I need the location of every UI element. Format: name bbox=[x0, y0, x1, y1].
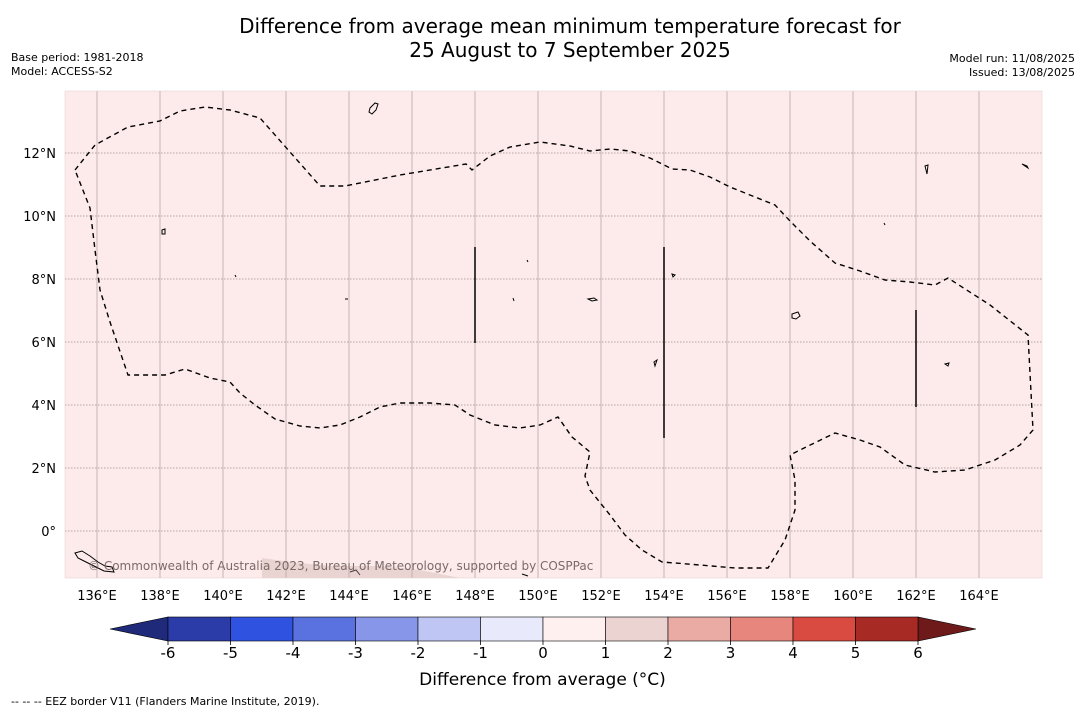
lat-tick-label: 2°N bbox=[32, 462, 57, 477]
lat-tick-label: 4°N bbox=[32, 399, 57, 414]
marshall-atoll-2 bbox=[1021, 163, 1030, 170]
colorbar-tick-label: 1 bbox=[601, 644, 611, 662]
colorbar-segment bbox=[605, 616, 669, 642]
islet-g bbox=[349, 569, 361, 576]
map-background bbox=[65, 91, 1042, 578]
lon-tick-label: 142°E bbox=[266, 589, 306, 604]
colorbar-tick-label: -6 bbox=[161, 644, 176, 662]
pohnpei-island bbox=[791, 311, 801, 320]
islet-a bbox=[234, 274, 237, 278]
lon-tick-label: 148°E bbox=[455, 589, 495, 604]
meta-left: Base period: 1981-2018 Model: ACCESS-S2 bbox=[11, 51, 143, 79]
lon-tick-label: 152°E bbox=[581, 589, 621, 604]
base-period: Base period: 1981-2018 bbox=[11, 51, 144, 64]
colorbar-segment bbox=[417, 616, 481, 642]
page-title: Difference from average mean minimum tem… bbox=[170, 14, 970, 62]
latitude-labels: 12°N 10°N 8°N 6°N 4°N 2°N 0° bbox=[23, 147, 56, 540]
colorbar-tick-label: 3 bbox=[726, 644, 736, 662]
lon-tick-label: 162°E bbox=[896, 589, 936, 604]
lat-tick-label: 6°N bbox=[32, 336, 57, 351]
chuuk-island bbox=[586, 297, 599, 302]
colorbar-segment bbox=[480, 616, 544, 642]
lon-tick-label: 136°E bbox=[77, 589, 117, 604]
islet-c bbox=[512, 297, 515, 302]
model-name: Model: ACCESS-S2 bbox=[11, 65, 113, 78]
yap-island bbox=[161, 228, 166, 235]
colorbar-segment bbox=[230, 616, 294, 642]
landmass-shade bbox=[262, 558, 460, 578]
colorbar-under-arrow bbox=[109, 616, 169, 642]
kosrae-island bbox=[943, 362, 950, 367]
model-run: Model run: 11/08/2025 bbox=[949, 52, 1075, 65]
atoll-2 bbox=[653, 358, 658, 368]
colorbar-tick-label: -4 bbox=[286, 644, 301, 662]
lon-tick-label: 144°E bbox=[329, 589, 369, 604]
lat-tick-label: 0° bbox=[41, 525, 56, 540]
colorbar-tick-label: -5 bbox=[223, 644, 238, 662]
guam-island bbox=[368, 102, 379, 115]
longitude-labels: 136°E 138°E 140°E 142°E 144°E 146°E 148°E 150°E… bbox=[77, 589, 999, 604]
lon-tick-label: 150°E bbox=[518, 589, 558, 604]
colorbar-tick-label: 4 bbox=[788, 644, 798, 662]
meta-right: Model run: 11/08/2025 Issued: 13/08/2025 bbox=[949, 52, 1075, 80]
islet-b bbox=[526, 259, 529, 263]
colorbar-segment bbox=[855, 616, 919, 642]
lat-tick-label: 8°N bbox=[32, 273, 57, 288]
colorbar: -6 -5 -4 -3 -2 -1 0 1 2 3 4 5 6 bbox=[109, 616, 977, 662]
colorbar-tick-label: -2 bbox=[411, 644, 426, 662]
colorbar-segment bbox=[730, 616, 794, 642]
issued-date: Issued: 13/08/2025 bbox=[968, 66, 1075, 79]
title-line-2: 25 August to 7 September 2025 bbox=[409, 38, 731, 62]
colorbar-segment bbox=[167, 616, 231, 642]
colorbar-tick-label: -1 bbox=[473, 644, 488, 662]
copyright-text: © Commonwealth of Australia 2023, Bureau… bbox=[88, 559, 593, 573]
colorbar-segment bbox=[792, 616, 856, 642]
lon-tick-label: 164°E bbox=[959, 589, 999, 604]
lon-tick-label: 146°E bbox=[392, 589, 432, 604]
lon-tick-label: 156°E bbox=[707, 589, 747, 604]
eez-border bbox=[74, 106, 1034, 569]
colorbar-label: Difference from average (°C) bbox=[419, 670, 666, 690]
islet-f bbox=[521, 573, 529, 577]
eez-legend: -- -- -- EEZ border V11 (Flanders Marine… bbox=[11, 695, 320, 708]
marshall-atoll-1 bbox=[924, 164, 929, 175]
colorbar-segment bbox=[355, 616, 419, 642]
png-coast bbox=[74, 550, 115, 573]
colorbar-tick-label: 0 bbox=[538, 644, 548, 662]
title-line-1: Difference from average mean minimum tem… bbox=[239, 14, 901, 38]
colorbar-segment bbox=[292, 616, 356, 642]
colorbar-segments bbox=[167, 616, 919, 642]
lon-tick-label: 138°E bbox=[140, 589, 180, 604]
colorbar-tick-label: -3 bbox=[348, 644, 363, 662]
graticule bbox=[65, 91, 1042, 578]
colorbar-over-arrow bbox=[917, 616, 977, 642]
map-frame bbox=[64, 90, 1043, 579]
colorbar-tick-label: 6 bbox=[913, 644, 923, 662]
atoll-1 bbox=[671, 273, 676, 278]
lat-tick-label: 12°N bbox=[23, 147, 56, 162]
colorbar-tick-label: 2 bbox=[663, 644, 673, 662]
lon-tick-label: 160°E bbox=[833, 589, 873, 604]
islands bbox=[74, 102, 1030, 577]
colorbar-tick-label: 5 bbox=[851, 644, 861, 662]
lat-tick-label: 10°N bbox=[23, 210, 56, 225]
lon-tick-label: 140°E bbox=[203, 589, 243, 604]
colorbar-segment bbox=[667, 616, 731, 642]
colorbar-ticks: -6 -5 -4 -3 -2 -1 0 1 2 3 4 5 6 bbox=[161, 641, 923, 662]
lon-tick-label: 154°E bbox=[644, 589, 684, 604]
colorbar-segment bbox=[542, 616, 606, 642]
lon-tick-label: 158°E bbox=[770, 589, 810, 604]
islet-d bbox=[883, 222, 886, 226]
